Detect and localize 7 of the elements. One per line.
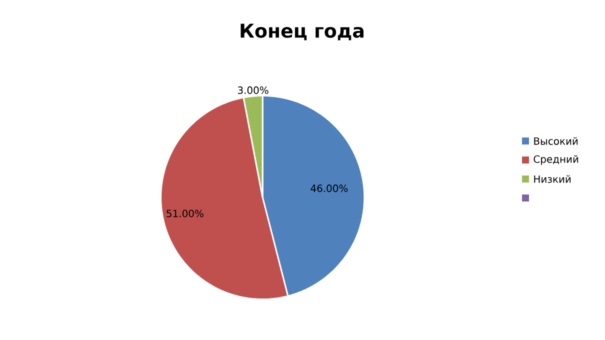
legend-label: Средний xyxy=(534,155,578,165)
chart-title: Конец года xyxy=(240,24,364,40)
legend-label: Высокий xyxy=(534,137,578,145)
data-label: 3.00% xyxy=(238,86,268,94)
data-label: 46.00% xyxy=(310,184,348,192)
legend-label: Низкий xyxy=(534,175,571,183)
data-label: 51.00% xyxy=(166,210,204,218)
